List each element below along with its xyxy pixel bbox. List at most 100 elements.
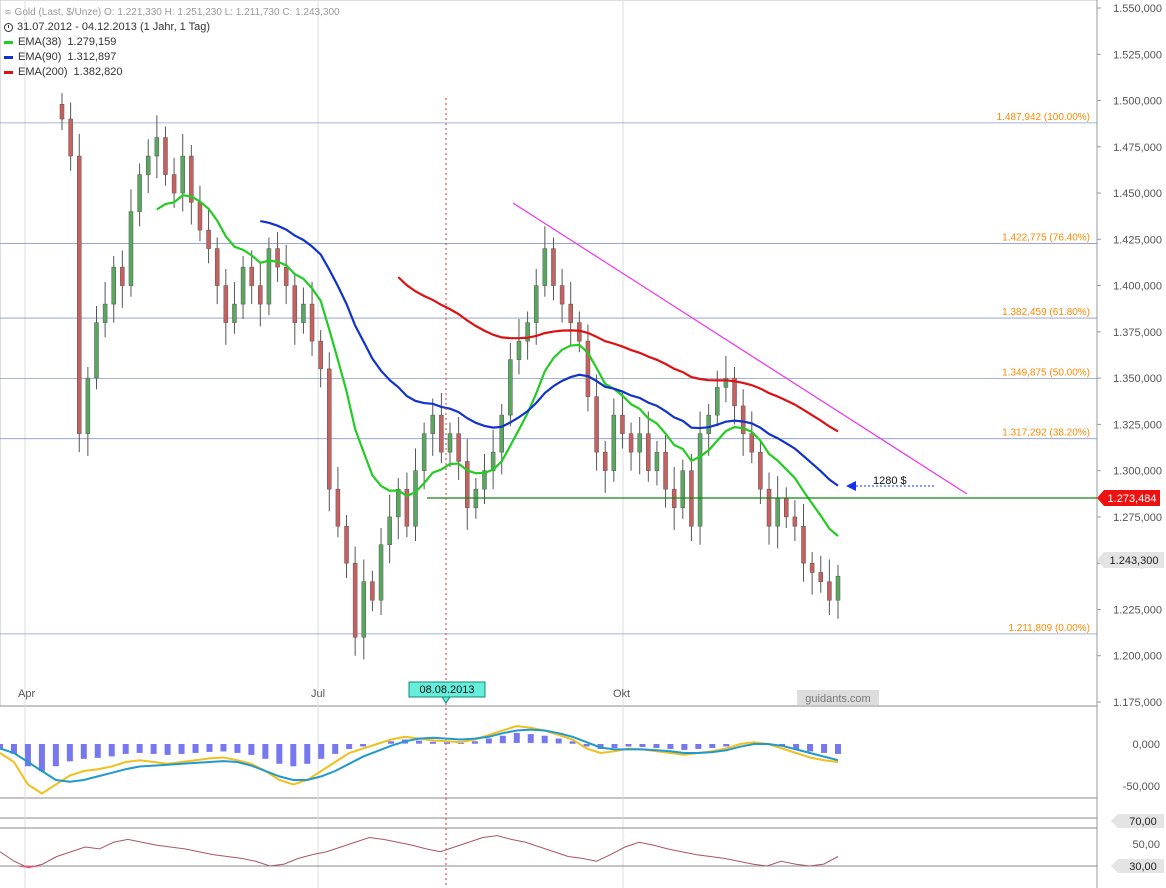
macd-bar [835, 744, 841, 754]
price-tick-label: 1.325,000 [1113, 419, 1162, 431]
candle-body [249, 266, 254, 286]
macd-bar [262, 744, 269, 759]
macd-bar [416, 740, 422, 744]
candle-body [404, 488, 410, 527]
candle-body [344, 525, 349, 564]
fib-label: 1.487,942 (100.00%) [997, 112, 1090, 123]
candle-body [533, 285, 539, 323]
candle-body [180, 155, 185, 194]
macd-bar [24, 744, 31, 767]
macd-line [0, 724, 839, 795]
macd-bar [150, 744, 157, 754]
macd-bar [555, 738, 562, 744]
candle-body [775, 498, 780, 527]
candle-body [430, 414, 436, 434]
candle-body [171, 174, 177, 194]
price-tick-label: 1.475,000 [1113, 142, 1162, 154]
macd-bar [485, 738, 492, 744]
candle-body [654, 451, 660, 471]
month-apr: Apr [18, 688, 35, 700]
price-tick-label: 1.300,000 [1113, 466, 1162, 478]
month-jul: Jul [311, 688, 325, 700]
macd-bar [443, 742, 450, 744]
candle-body [594, 396, 599, 453]
macd-bar [807, 744, 814, 752]
gold-icon: ≋ [4, 7, 12, 17]
candle-body [628, 433, 634, 453]
macd-bar [80, 744, 87, 759]
candle-body [568, 303, 573, 323]
downtrend-line [512, 202, 968, 495]
macd-bar [527, 734, 534, 744]
macd-bar [695, 744, 702, 749]
candle-body [301, 303, 306, 323]
macd-minus50-label: -50,000 [1123, 781, 1160, 793]
macd-bar [597, 744, 604, 749]
macd-bar [499, 735, 506, 744]
legend-ema200-row[interactable]: EMA(200) 1.382,820 [4, 65, 340, 80]
price-tick-label: 1.400,000 [1113, 281, 1162, 293]
candle-body [189, 155, 194, 203]
macd-bar [178, 744, 185, 754]
ema-lines [156, 194, 839, 537]
candle-body [352, 562, 358, 638]
month-okt: Okt [613, 688, 630, 700]
candle-body [214, 248, 220, 286]
chart-legend: ≋ Gold (Last, $/Unze) O: 1.221,330 H: 1.… [4, 5, 340, 80]
candle-body [766, 488, 772, 527]
price-tick-label: 1.200,000 [1113, 651, 1162, 663]
candle-body [525, 322, 530, 342]
macd-bar [793, 744, 800, 749]
candle-body [447, 433, 453, 453]
macd-bar [541, 735, 548, 744]
candle-body [620, 414, 625, 434]
macd-bar [304, 744, 311, 764]
candle-body [111, 266, 116, 305]
macd-bar [611, 744, 618, 748]
price-tick-label: 1.275,000 [1113, 512, 1162, 524]
candle-body [421, 433, 427, 471]
candle-body [740, 405, 746, 434]
macd-bar [583, 744, 590, 747]
price-tick-label: 1.375,000 [1113, 327, 1162, 339]
macd-bar [346, 744, 353, 749]
macd-bar [220, 744, 227, 752]
fib-label: 1.211,809 (0.00%) [1008, 623, 1090, 634]
legend-title-row: ≋ Gold (Last, $/Unze) O: 1.221,330 H: 1.… [4, 5, 340, 20]
legend-ema90-row[interactable]: EMA(90) 1.312,897 [4, 50, 340, 65]
ema90-line [260, 220, 839, 487]
macd-bar [723, 744, 730, 747]
macd-bar [513, 733, 520, 743]
fib-label: 1.317,292 (38.20%) [1002, 428, 1090, 439]
candle-body [499, 414, 504, 453]
candle-body [378, 544, 384, 601]
candle-body [335, 488, 341, 527]
price-tick-label: 1.500,000 [1113, 96, 1162, 108]
macd-bar [681, 744, 688, 750]
macd-bar [38, 744, 45, 772]
candle-body [102, 303, 108, 323]
date-marker-label: 08.08.2013 [419, 684, 474, 696]
macd-bar [471, 741, 478, 744]
candle-body [309, 303, 315, 342]
candle-body [749, 433, 755, 453]
macd-bar [667, 744, 674, 749]
legend-ema38-row[interactable]: EMA(38) 1.279,159 [4, 35, 340, 50]
candle-body [663, 451, 668, 490]
fibonacci-levels: 1.487,942 (100.00%) 1.422,775 (76.40%) 1.3… [0, 112, 1097, 635]
macd-bar [0, 744, 3, 749]
candle-body [464, 461, 470, 508]
date-marker-badge[interactable]: 08.08.2013 [408, 681, 486, 704]
candle-body [197, 202, 203, 231]
macd-bar [569, 741, 576, 744]
candle-body [232, 303, 237, 323]
last-price-badge: 1.243,300 [1097, 552, 1164, 568]
macd-bar [360, 744, 367, 747]
candle-body [154, 137, 160, 157]
macd-panel [0, 724, 841, 795]
ema90-value: 1.312,897 [67, 51, 117, 63]
rsi-oversold-fill [14, 866, 43, 868]
clock-icon [4, 23, 13, 32]
candle-body [413, 470, 418, 527]
ema38-swatch [4, 41, 13, 44]
